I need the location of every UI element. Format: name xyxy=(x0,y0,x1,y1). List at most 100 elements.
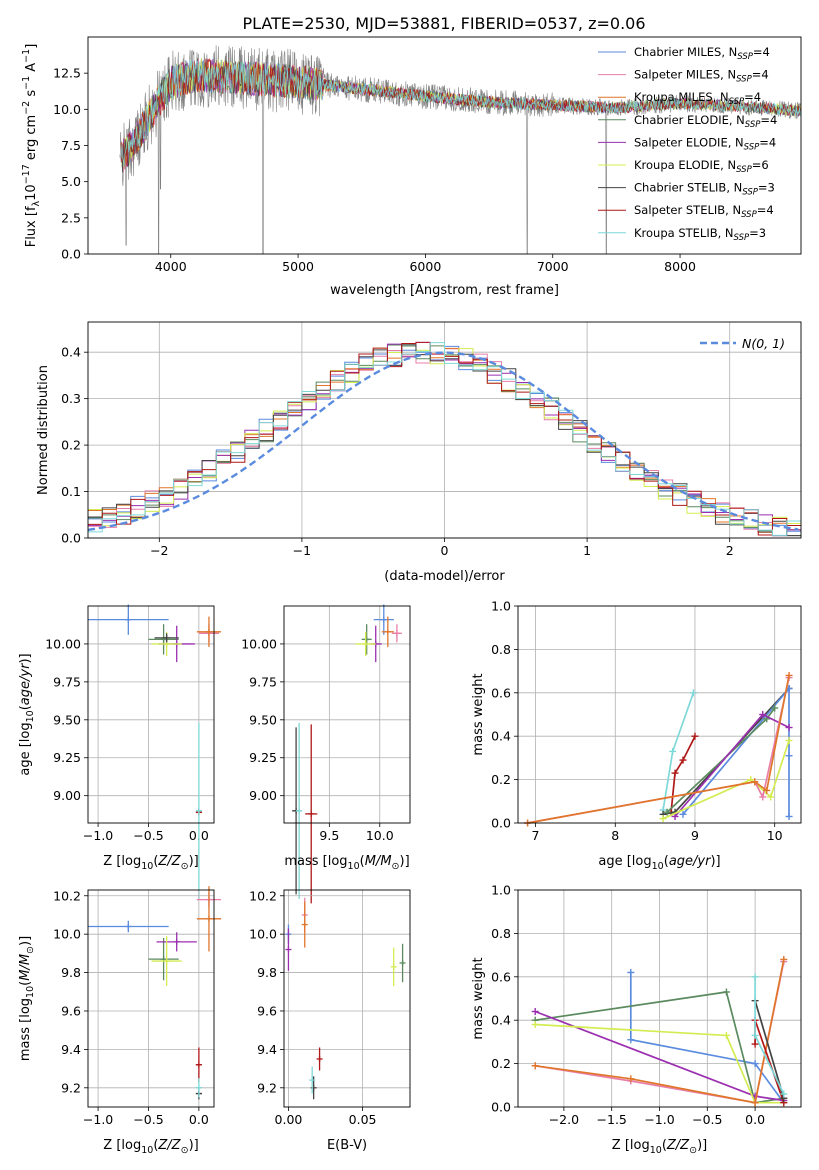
y-axis-label: Flux [fλ10−17 erg cm−2 s−1 A−1] xyxy=(21,44,42,248)
y-tick-label: 10.0 xyxy=(53,927,81,942)
x-tick-label: 0.0 xyxy=(189,1112,209,1127)
y-tick-label: 9.4 xyxy=(257,1042,277,1057)
y-tick-label: 10.2 xyxy=(53,888,81,903)
y-tick-label: 0.0 xyxy=(61,247,81,262)
axes-age_vs_mass: 9.5 10.0 9.00 9.25 9.50 9.75 10.00 mass [log10(… xyxy=(241,604,411,904)
y-tick-label: 1.0 xyxy=(491,883,511,898)
legend-entry: Kroupa MILES, NSSP=4 xyxy=(634,90,761,107)
x-tick-label: 10 xyxy=(767,828,783,843)
axes-massweight_vs_age: 7 8 9 10 0.0 0.2 0.4 0.6 0.8 1.0 age [log10(age/yr… xyxy=(471,599,802,872)
x-tick-label: −2 xyxy=(150,543,168,558)
legend-entry: Salpeter MILES, NSSP=4 xyxy=(634,68,769,85)
axes-mass_vs_ebv: 0.00 0.05 9.2 9.4 9.6 9.8 10.0 10.2 xyxy=(249,888,411,1127)
x-tick-label: 8000 xyxy=(664,259,696,274)
x-tick-label: −1 xyxy=(293,543,311,558)
x-tick-label: 7 xyxy=(532,828,540,843)
axes-frame xyxy=(87,889,215,1108)
series-line-kroupa_elodie xyxy=(535,1023,784,1104)
legend-entry: Chabrier STELIB, NSSP=3 xyxy=(634,181,775,198)
y-tick-label: 9.75 xyxy=(249,674,277,689)
y-tick-label: 0.6 xyxy=(491,969,511,984)
y-tick-label: 0.4 xyxy=(491,729,511,744)
axes-frame xyxy=(517,889,802,1108)
x-tick-label: −0.5 xyxy=(133,828,163,843)
series-line-chabrier_elodie xyxy=(535,991,784,1104)
y-axis-label: mass [log10(M/M⊙)] xyxy=(18,936,36,1061)
axes-spectrum: 4000 5000 6000 7000 8000 0.0 2.5 5.0 7.5 10.0 12.5… xyxy=(21,36,802,298)
plot-layer: 4000 5000 6000 7000 80000.02.55.07.510.012.5… xyxy=(18,36,802,1156)
y-tick-label: 0.1 xyxy=(61,484,81,499)
legend-entry: Salpeter ELODIE, NSSP=4 xyxy=(634,135,776,152)
histogram-kroupa_stelib xyxy=(88,342,801,536)
spectrum-model-salpeter_stelib xyxy=(120,57,802,170)
y-tick-label: 9.00 xyxy=(249,788,277,803)
y-axis-label: mass weight xyxy=(471,957,486,1039)
y-tick-label: 9.2 xyxy=(257,1080,277,1095)
x-tick-label: −0.5 xyxy=(133,1112,163,1127)
legend-entry: Kroupa STELIB, NSSP=3 xyxy=(634,226,766,243)
x-tick-label: 10.0 xyxy=(366,828,394,843)
x-axis-label: Z [log10(Z/Z⊙)] xyxy=(103,1138,198,1156)
y-tick-label: 9.25 xyxy=(53,750,81,765)
y-tick-label: 0.6 xyxy=(491,685,511,700)
x-tick-label: 0 xyxy=(441,543,449,558)
legend-entry: Chabrier MILES, NSSP=4 xyxy=(634,45,770,62)
y-tick-label: 10.00 xyxy=(241,636,277,651)
legend-entry: N(0, 1) xyxy=(742,336,785,351)
series-line-kroupa_elodie xyxy=(662,740,790,820)
axes-frame xyxy=(283,605,411,824)
y-tick-label: 0.2 xyxy=(491,1056,511,1071)
x-tick-label: 0.0 xyxy=(745,1112,765,1127)
axes-frame xyxy=(517,605,802,824)
x-tick-label: 1 xyxy=(583,543,591,558)
x-tick-label: 0.05 xyxy=(349,1112,377,1127)
x-tick-label: −1.0 xyxy=(644,1112,674,1127)
x-axis-label: (data-model)/error xyxy=(384,569,505,584)
y-tick-label: 0.8 xyxy=(491,926,511,941)
legend-entry: Salpeter STELIB, NSSP=4 xyxy=(634,203,774,220)
x-tick-label: 9 xyxy=(691,828,699,843)
x-tick-label: 6000 xyxy=(409,259,441,274)
x-axis-label: wavelength [Angstrom, rest frame] xyxy=(330,283,559,298)
x-tick-label: 4000 xyxy=(155,259,187,274)
legend: N(0, 1) xyxy=(700,336,785,351)
y-axis-label: mass weight xyxy=(471,673,486,755)
y-tick-label: 9.50 xyxy=(249,712,277,727)
y-tick-label: 9.8 xyxy=(61,965,81,980)
x-tick-label: 7000 xyxy=(537,259,569,274)
legend-entry: Kroupa ELODIE, NSSP=6 xyxy=(634,158,769,175)
axes-frame xyxy=(283,889,411,1108)
spectrum-model-kroupa_stelib xyxy=(120,59,802,167)
y-tick-label: 0.8 xyxy=(491,642,511,657)
y-tick-label: 10.0 xyxy=(53,102,81,117)
y-tick-label: 9.75 xyxy=(53,674,81,689)
series-line-salpeter_stelib xyxy=(670,735,696,813)
x-tick-label: 8 xyxy=(611,828,619,843)
series-line-kroupa_miles xyxy=(535,959,785,1104)
y-tick-label: 12.5 xyxy=(53,66,81,81)
y-tick-label: 0.4 xyxy=(61,345,81,360)
y-tick-label: 2.5 xyxy=(61,210,81,225)
x-axis-label: age [log10(age/yr)] xyxy=(598,854,720,872)
figure-title: PLATE=2530, MJD=53881, FIBERID=0537, z=0… xyxy=(242,14,645,33)
normal-curve xyxy=(87,351,799,532)
x-tick-label: −1.5 xyxy=(597,1112,627,1127)
axes-frame xyxy=(87,605,215,824)
y-tick-label: 0.3 xyxy=(61,391,81,406)
y-tick-label: 9.25 xyxy=(249,750,277,765)
legend-entry: Chabrier ELODIE, NSSP=4 xyxy=(634,113,777,130)
y-tick-label: 9.6 xyxy=(257,1003,277,1018)
y-tick-label: 0.0 xyxy=(491,1100,511,1115)
y-tick-label: 5.0 xyxy=(61,174,81,189)
series-line-chabrier_miles xyxy=(682,686,790,817)
y-tick-label: 1.0 xyxy=(491,599,511,614)
x-tick-label: −1.0 xyxy=(83,828,113,843)
y-tick-label: 9.50 xyxy=(53,712,81,727)
axes-frame xyxy=(87,36,802,255)
x-tick-label: 9.5 xyxy=(319,828,339,843)
series-line-chabrier_stelib xyxy=(754,1000,785,1099)
x-tick-label: −2.0 xyxy=(549,1112,579,1127)
